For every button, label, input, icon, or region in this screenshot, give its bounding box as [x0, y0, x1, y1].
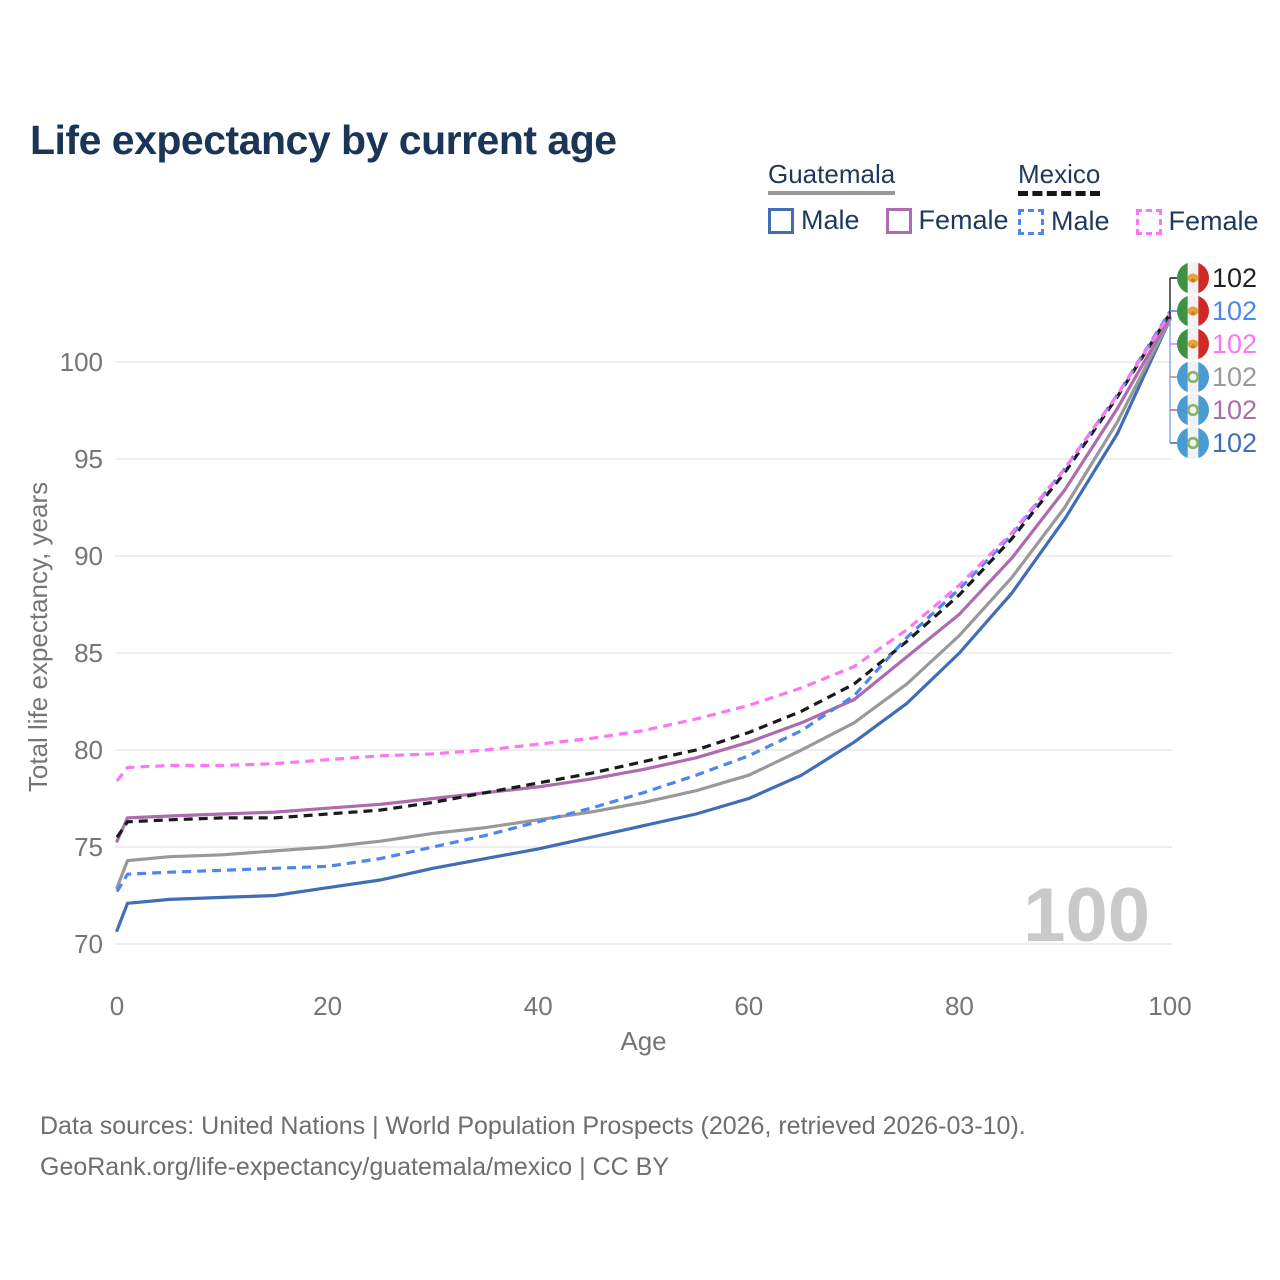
guatemala-flag-icon: [1177, 361, 1209, 393]
y-tick-label-90: 90: [74, 541, 103, 571]
end-label-value: 102: [1212, 395, 1257, 425]
x-tick-label-80: 80: [945, 991, 974, 1021]
mexico-female-swatch: [1135, 208, 1162, 235]
x-tick-label-20: 20: [313, 991, 342, 1021]
legend-item-guatemala-male[interactable]: Male: [768, 205, 860, 236]
legend-items-guatemala: Male Female: [768, 205, 1009, 236]
end-label-value: 102: [1212, 428, 1257, 458]
x-tick-label-100: 100: [1148, 991, 1191, 1021]
footer-data-sources: Data sources: United Nations | World Pop…: [40, 1112, 1026, 1140]
y-tick-label-85: 85: [74, 638, 103, 668]
mexico-dashed-line-swatch: [1018, 191, 1101, 196]
guatemala-flag-icon: [1177, 427, 1209, 459]
y-tick-label-80: 80: [74, 735, 103, 765]
series-line-mexico: [115, 312, 1172, 839]
watermark-age-100: 100: [1023, 873, 1150, 958]
legend-label: Female: [918, 205, 1009, 235]
legend-country-mexico[interactable]: Mexico: [1018, 159, 1101, 196]
x-axis-title: Age: [620, 1026, 666, 1056]
series-line-mexico-male: [115, 310, 1172, 893]
footer: Data sources: United Nations | World Pop…: [40, 1106, 1026, 1188]
guatemala-solid-line-swatch: [768, 191, 896, 195]
x-tick-label-40: 40: [524, 991, 553, 1021]
y-axis-title: Total life expectancy, years: [23, 482, 53, 792]
mexico-flag-icon: [1177, 262, 1209, 294]
guatemala-female-swatch: [885, 207, 912, 234]
x-tick-label-60: 60: [734, 991, 763, 1021]
end-label-value: 102: [1212, 329, 1257, 359]
y-tick-label-100: 100: [60, 347, 103, 377]
y-tick-label-70: 70: [74, 929, 103, 959]
end-label-value: 102: [1212, 296, 1257, 326]
footer-source-url: GeoRank.org/life-expectancy/guatemala/me…: [40, 1153, 670, 1181]
legend-country-guatemala[interactable]: Guatemala: [768, 159, 896, 195]
series-line-guatemala-female: [115, 315, 1172, 843]
y-tick-label-75: 75: [74, 832, 103, 862]
end-label-value: 102: [1212, 263, 1257, 293]
legend-label: Male: [801, 205, 860, 235]
series-line-mexico-female: [115, 312, 1172, 782]
page-title: Life expectancy by current age: [30, 117, 617, 164]
x-tick-label-0: 0: [110, 991, 124, 1021]
legend-label: Male: [1051, 206, 1110, 236]
guatemala-flag-icon: [1177, 394, 1209, 426]
mexico-flag-icon: [1177, 295, 1209, 327]
y-tick-label-95: 95: [74, 444, 103, 474]
mexico-flag-icon: [1177, 328, 1209, 360]
legend-item-guatemala-female[interactable]: Female: [885, 205, 1009, 236]
legend-item-mexico-female[interactable]: Female: [1135, 206, 1259, 237]
series-line-guatemala: [115, 317, 1172, 890]
guatemala-male-swatch: [768, 207, 794, 234]
end-label-value: 102: [1212, 362, 1257, 392]
legend-label: Female: [1168, 206, 1259, 236]
series-line-guatemala-male: [115, 317, 1172, 933]
legend-country-label: Mexico: [1018, 159, 1101, 189]
mexico-male-swatch: [1018, 208, 1044, 235]
legend-group-guatemala: Guatemala Male Female: [768, 160, 1009, 236]
legend-group-mexico: Mexico Male Female: [1018, 160, 1259, 237]
legend-items-mexico: Male Female: [1018, 206, 1259, 237]
legend-item-mexico-male[interactable]: Male: [1018, 206, 1110, 237]
legend-country-label: Guatemala: [768, 159, 896, 189]
